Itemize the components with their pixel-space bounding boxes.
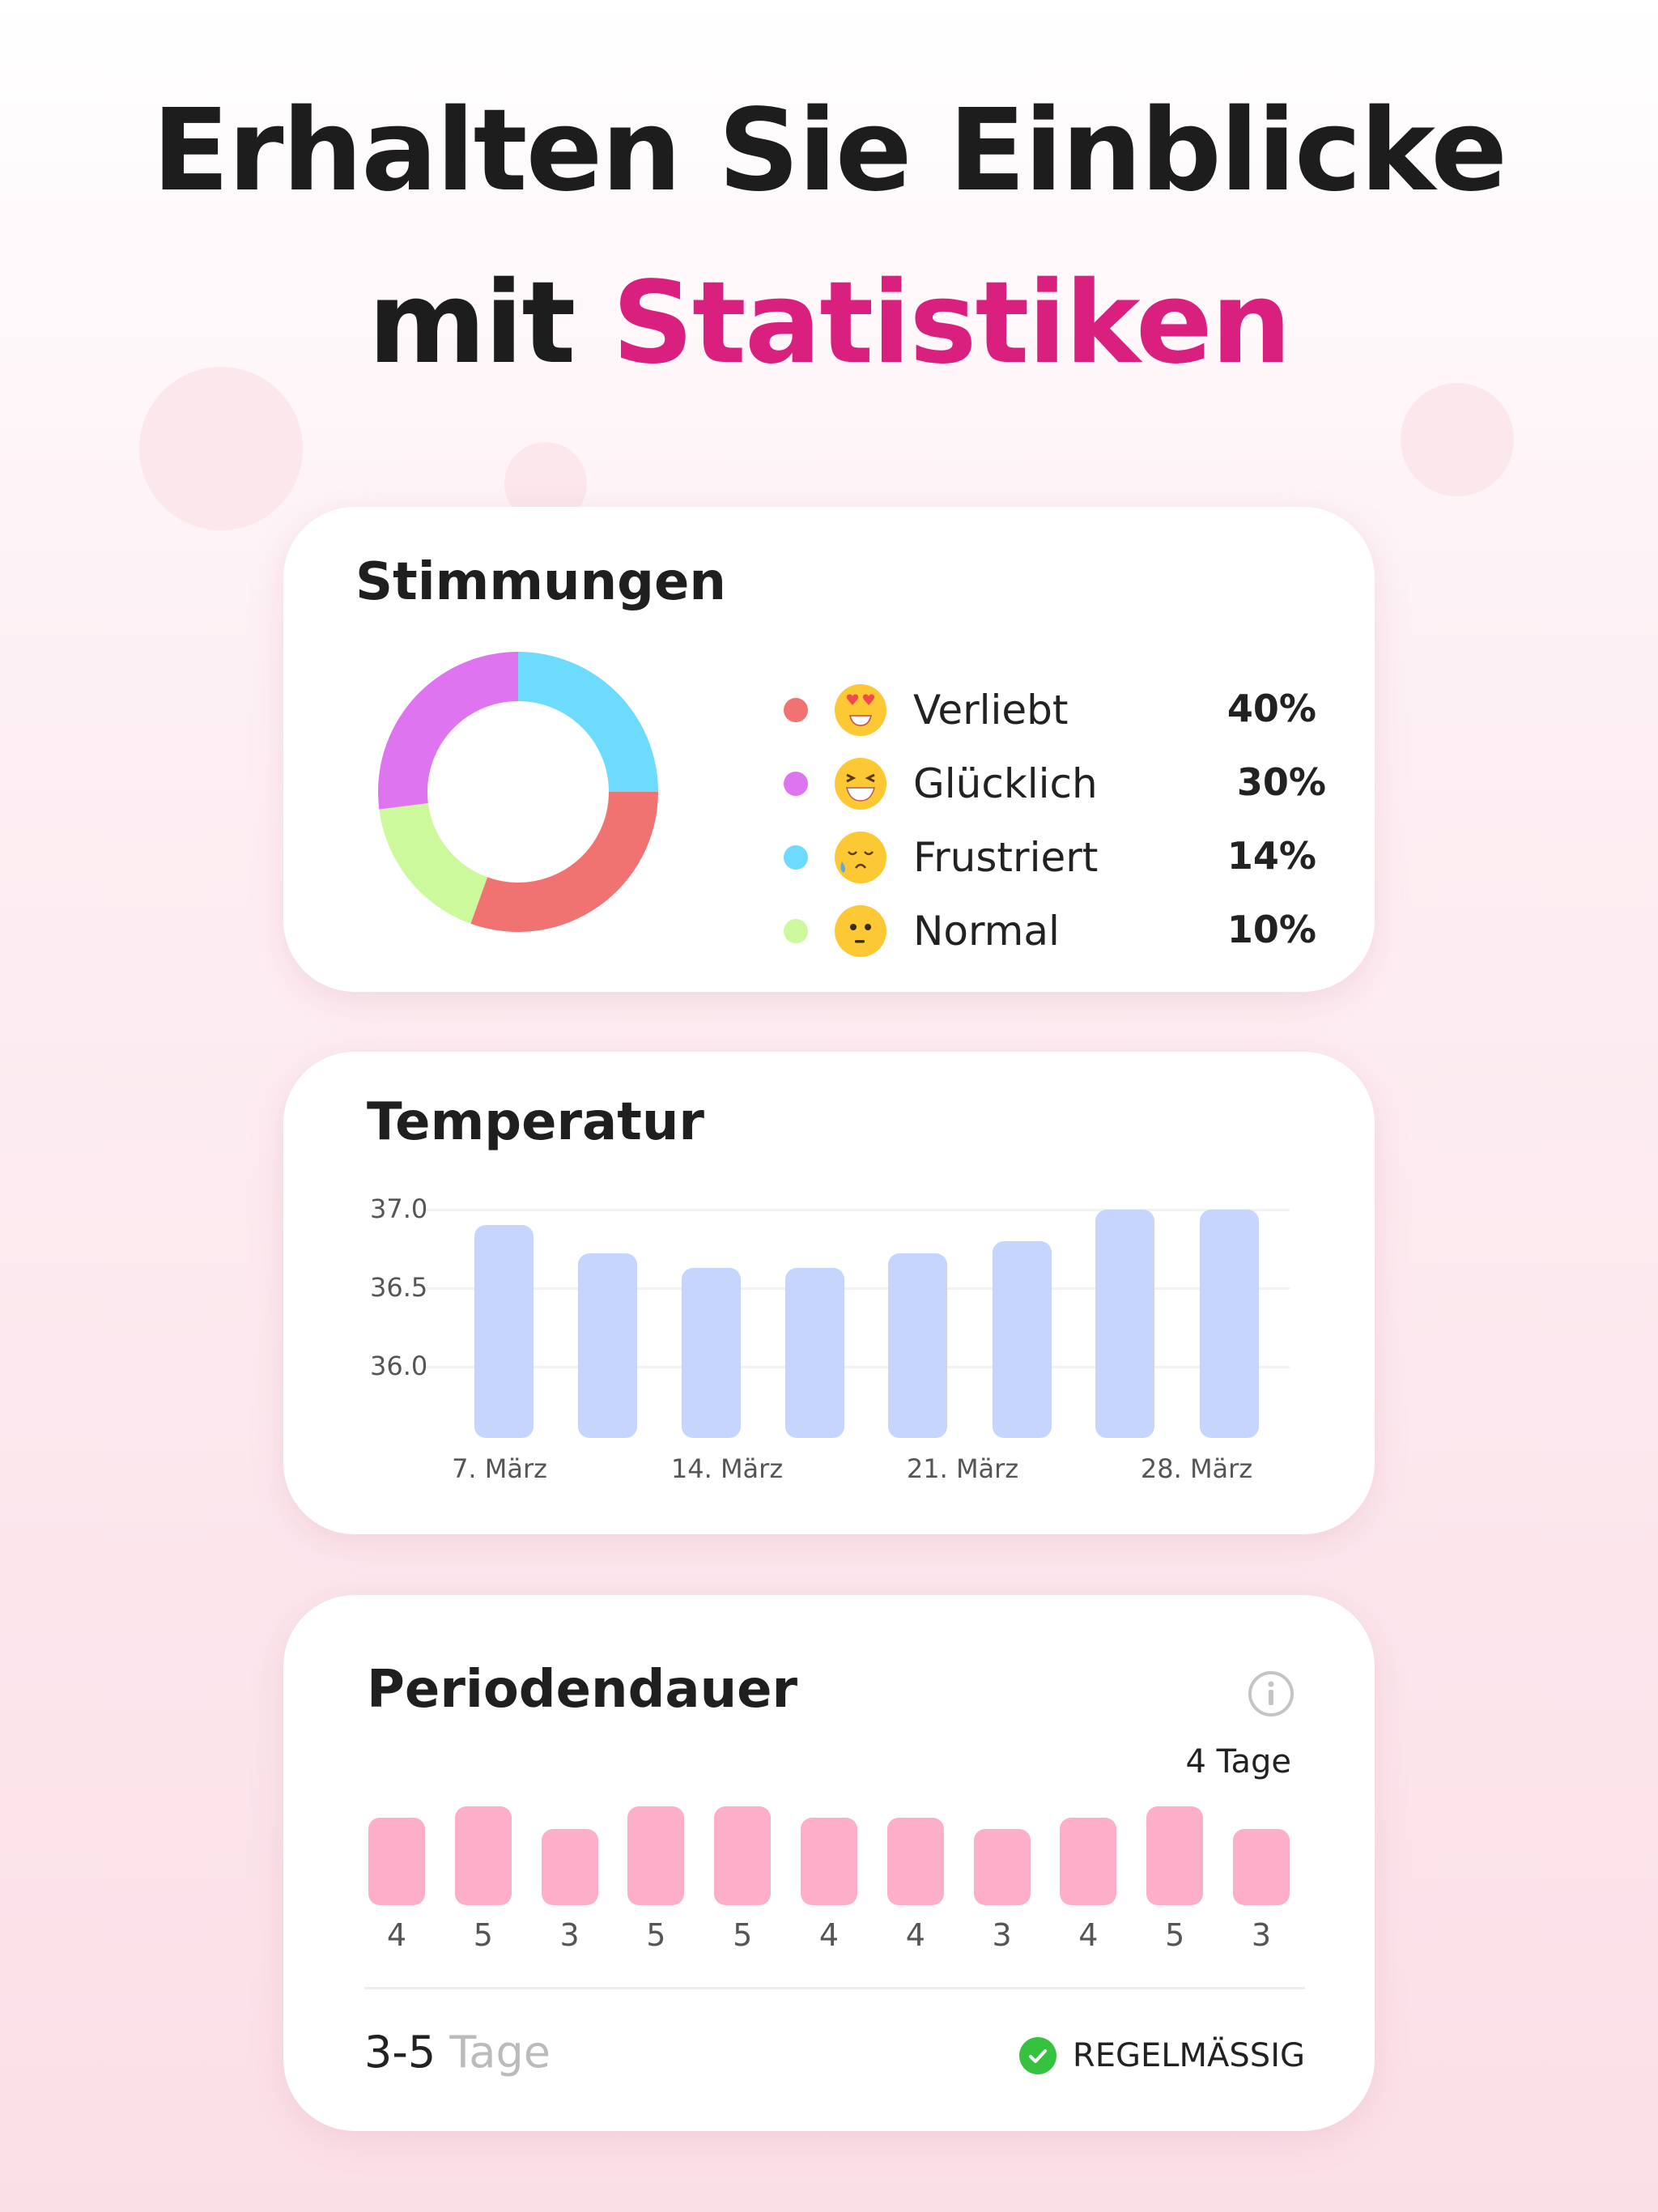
temperature-bar[interactable]: [888, 1253, 947, 1438]
moods-card: Stimmungen Verliebt 40% Glücklich 30% Fr…: [283, 507, 1375, 992]
mood-donut-chart: [378, 652, 658, 932]
gridline: [423, 1287, 1290, 1291]
y-tick-label: 36.5: [370, 1272, 428, 1304]
period-bar-label: 3: [992, 1917, 1012, 1953]
headline-prefix: mit: [368, 257, 576, 389]
decor-circle: [1401, 383, 1514, 496]
period-bar-label: 5: [733, 1917, 753, 1953]
period-bar-label: 3: [1251, 1917, 1272, 1953]
donut-segment-normal: [379, 803, 488, 924]
info-icon[interactable]: [1247, 1670, 1295, 1718]
period-bar[interactable]: [454, 1806, 512, 1905]
temperature-bar[interactable]: [578, 1253, 637, 1438]
gridline: [423, 1209, 1290, 1211]
period-bar[interactable]: [886, 1817, 944, 1905]
gridline: [423, 1366, 1290, 1369]
regularity-badge: REGELMÄSSIG: [1018, 2037, 1305, 2074]
y-tick-label: 36.0: [370, 1351, 428, 1382]
regularity-status: REGELMÄSSIG: [1072, 2037, 1305, 2074]
mood-percent: 10%: [1226, 908, 1316, 951]
legend-color-dot: [784, 698, 808, 722]
period-bar-label: 5: [1165, 1917, 1185, 1953]
period-title: Periodendauer: [367, 1660, 798, 1720]
period-bar-label: 4: [905, 1917, 925, 1953]
period-range-unit: Tage: [449, 2027, 551, 2078]
temperature-title: Temperatur: [367, 1092, 704, 1152]
x-tick-label: 21. März: [906, 1453, 1019, 1484]
neutral-emoji-icon: [835, 905, 886, 957]
period-bar-label: 4: [1078, 1917, 1099, 1953]
period-bar[interactable]: [541, 1828, 598, 1905]
temperature-bar[interactable]: [1095, 1210, 1154, 1438]
legend-color-dot: [784, 772, 808, 796]
donut-segment-frustriert: [518, 652, 658, 792]
period-bar[interactable]: [1060, 1817, 1117, 1905]
period-bar[interactable]: [714, 1806, 772, 1905]
y-tick-label: 37.0: [370, 1193, 428, 1224]
temperature-bar[interactable]: [682, 1267, 741, 1438]
headline-accent: Statistiken: [612, 257, 1291, 389]
mood-legend-item: Verliebt 40%: [283, 682, 1375, 738]
headline-line2: mit Statistiken: [0, 257, 1658, 389]
mood-label: Verliebt: [913, 687, 1069, 734]
period-bar[interactable]: [627, 1806, 685, 1905]
mood-legend-item: Glücklich 30%: [283, 755, 1375, 812]
legend-color-dot: [784, 845, 808, 870]
heart-eyes-emoji-icon: [835, 684, 886, 736]
grinning-squint-emoji-icon: [835, 758, 886, 810]
moods-title: Stimmungen: [355, 552, 726, 612]
check-circle-icon: [1018, 2037, 1056, 2074]
mood-legend-item: Frustriert 14%: [283, 829, 1375, 886]
legend-color-dot: [784, 919, 808, 943]
period-bar-label: 3: [559, 1917, 580, 1953]
x-tick-label: 28. März: [1140, 1453, 1253, 1484]
period-bar-label: 5: [646, 1917, 666, 1953]
mood-label: Glücklich: [913, 760, 1098, 807]
x-tick-label: 7. März: [452, 1453, 547, 1484]
temperature-bar[interactable]: [474, 1225, 534, 1438]
period-bar[interactable]: [368, 1817, 425, 1905]
period-range-value: 3-5: [364, 2027, 436, 2078]
period-bar[interactable]: [973, 1828, 1031, 1905]
donut-segment-verliebt: [470, 792, 658, 932]
sad-sweat-emoji-icon: [835, 832, 886, 883]
period-bar[interactable]: [1233, 1828, 1290, 1905]
temperature-bar[interactable]: [785, 1267, 844, 1438]
donut-segment-glücklich: [378, 652, 518, 810]
period-bar-label: 4: [386, 1917, 407, 1953]
period-card: Periodendauer 4 Tage 4 5 3 5 5 4 4 3 4 5 3 3-5 Tag…: [283, 1595, 1375, 2131]
headline-line1: Erhalten Sie Einblicke: [151, 85, 1507, 217]
mood-percent: 30%: [1236, 760, 1326, 804]
mood-percent: 40%: [1226, 687, 1316, 730]
period-range: 3-5 Tage: [364, 2027, 551, 2078]
temperature-bar[interactable]: [993, 1240, 1052, 1438]
mood-label: Frustriert: [913, 834, 1099, 881]
period-bar-label: 5: [473, 1917, 493, 1953]
mood-percent: 14%: [1226, 834, 1316, 878]
temperature-card: Temperatur 37.0 36.5 36.0 7. März 14. März 21…: [283, 1052, 1375, 1534]
x-tick-label: 14. März: [670, 1453, 784, 1484]
divider: [364, 1987, 1305, 1989]
period-current: 4 Tage: [1185, 1743, 1292, 1780]
period-bar-label: 4: [818, 1917, 840, 1953]
temperature-bar[interactable]: [1200, 1210, 1259, 1438]
period-bar[interactable]: [801, 1817, 857, 1905]
mood-legend-item: Normal 10%: [283, 903, 1375, 959]
period-bar[interactable]: [1146, 1806, 1204, 1905]
mood-label: Normal: [913, 908, 1060, 955]
decor-circle: [139, 367, 303, 530]
